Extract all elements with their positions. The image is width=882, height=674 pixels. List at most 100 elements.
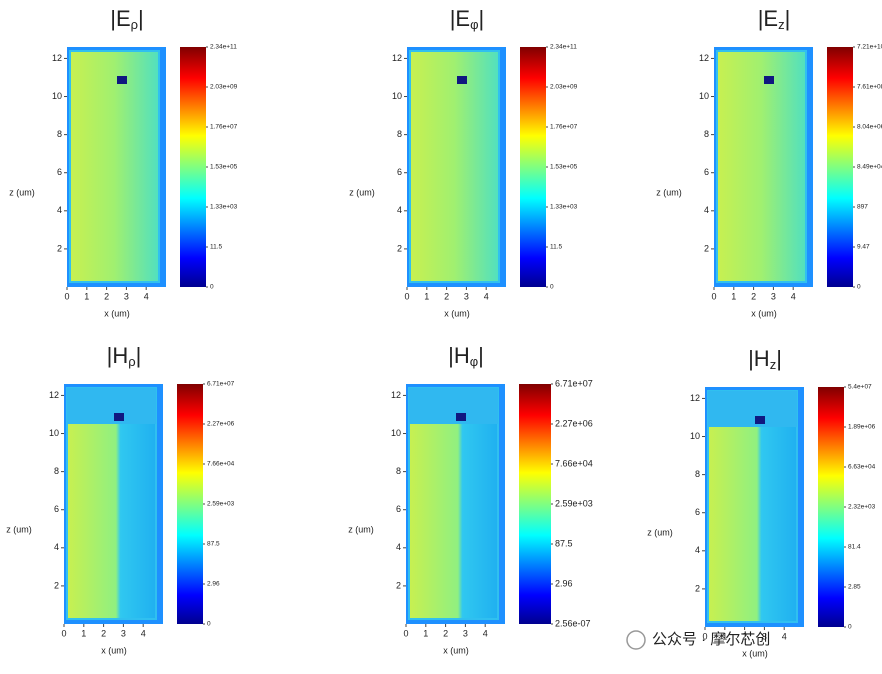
colorbar-tick-label: 1.89e+06 [848,424,876,431]
colorbar-tick-label: 2.27e+06 [207,421,235,428]
x-tick-label: 4 [144,291,149,301]
y-tick-label: 8 [396,466,401,476]
y-tick-label: 12 [49,390,59,400]
x-tick-label: 0 [404,291,409,301]
title-part: z [770,357,777,372]
colorbar-tick-label: 7.61e+08 [857,84,882,91]
colorbar-tick-label: 8.49e+04 [857,164,882,171]
panel-title: |Hρ| [107,343,142,370]
colorbar-tick-label: 81.4 [848,544,861,551]
y-tick-label: 12 [690,393,700,403]
colorbar-tick-label: 2.34e+11 [210,44,237,51]
panel-title: |Eφ| [450,6,485,33]
title-part: | [138,6,144,31]
colorbar-tick-label: 2.32e+03 [848,504,876,511]
colorbar-tick-label: 2.59e+03 [555,498,593,508]
panel-title: |Eρ| [110,6,144,33]
y-tick-label: 2 [57,243,62,253]
x-tick-label: 1 [424,291,429,301]
x-tick-label: 2 [101,628,106,638]
x-tick-label: 2 [444,291,449,301]
colorbar-tick-label: 9.47 [857,244,870,251]
colorbar-tick-label: 2.27e+06 [555,418,593,428]
title-part: φ [470,354,478,369]
x-tick-label: 2 [443,628,448,638]
x-tick-label: 1 [423,628,428,638]
colorbar-tick-label: 2.59e+03 [207,501,235,508]
colorbar-tick-label: 0 [207,621,211,628]
y-tick-label: 10 [49,428,59,438]
title-part: | [776,346,782,371]
y-tick-label: 10 [392,91,402,101]
panel-title: |Ez| [758,6,791,33]
colorbar-tick-label: 2.96 [207,581,220,588]
y-tick-label: 10 [699,91,709,101]
colorbar-tick-label: 2.56e-07 [555,618,591,628]
panel-title: |Hφ| [448,343,484,370]
title-part: |H [107,343,129,368]
y-tick-label: 8 [54,466,59,476]
y-tick-label: 2 [397,243,402,253]
y-tick-label: 6 [397,167,402,177]
colorbar-tick-label: 7.21e+10 [857,44,882,51]
x-tick-label: 3 [124,291,129,301]
colorbar-tick-label: 2.03e+09 [550,84,578,91]
colorbar-tick-label: 1.76e+07 [210,124,238,131]
colorbar-tick-label: 11.5 [210,244,223,251]
colorbar-tick-label: 6.63e+04 [848,464,876,471]
title-part: | [136,343,142,368]
colorbar-tick-label: 0 [848,624,852,631]
x-tick-label: 2 [742,631,747,641]
y-tick-label: 12 [392,53,402,63]
y-axis-label: z (um) [9,187,35,197]
source-block [456,413,466,421]
field-top [409,388,498,424]
x-tick-label: 4 [484,291,489,301]
x-tick-label: 4 [782,631,787,641]
x-tick-label: 1 [84,291,89,301]
x-tick-label: 3 [121,628,126,638]
y-tick-label: 4 [704,205,709,215]
colorbar-tick-label: 1.76e+07 [550,124,578,131]
field-top [708,391,797,427]
x-axis-label: x (um) [101,645,127,655]
colorbar-tick-label: 0 [857,284,861,291]
y-tick-label: 2 [704,243,709,253]
colorbar-tick-label: 6.71e+07 [207,381,235,388]
field-map [716,50,807,283]
title-part: |E [110,6,130,31]
colorbar-tick-label: 1.33e+03 [550,204,578,211]
y-tick-label: 6 [704,167,709,177]
panel-title: |Hz| [748,346,782,373]
title-part: z [778,17,785,32]
colorbar-tick-label: 2.03e+09 [210,84,238,91]
title-part: ρ [128,354,135,369]
title-part: |E [758,6,778,31]
watermark-text: 公众号 · 摩尔芯创 [652,630,770,648]
y-axis-label: z (um) [348,524,374,534]
colorbar-tick-label: 87.5 [555,538,573,548]
y-tick-label: 6 [54,504,59,514]
y-tick-label: 10 [52,91,62,101]
y-axis-label: z (um) [349,187,375,197]
field-top [67,388,156,424]
colorbar-tick-label: 1.33e+03 [210,204,238,211]
y-tick-label: 10 [391,428,401,438]
colorbar-tick-label: 5.4e+07 [848,384,872,391]
colorbar [519,384,551,624]
colorbar-tick-label: 8.04e+06 [857,124,882,131]
y-axis-label: z (um) [647,527,673,537]
colorbar [177,384,203,624]
x-axis-label: x (um) [751,308,777,318]
y-tick-label: 4 [54,542,59,552]
x-tick-label: 1 [81,628,86,638]
field-map [69,50,160,283]
colorbar-tick-label: 2.85 [848,584,861,591]
field-map [408,387,499,620]
